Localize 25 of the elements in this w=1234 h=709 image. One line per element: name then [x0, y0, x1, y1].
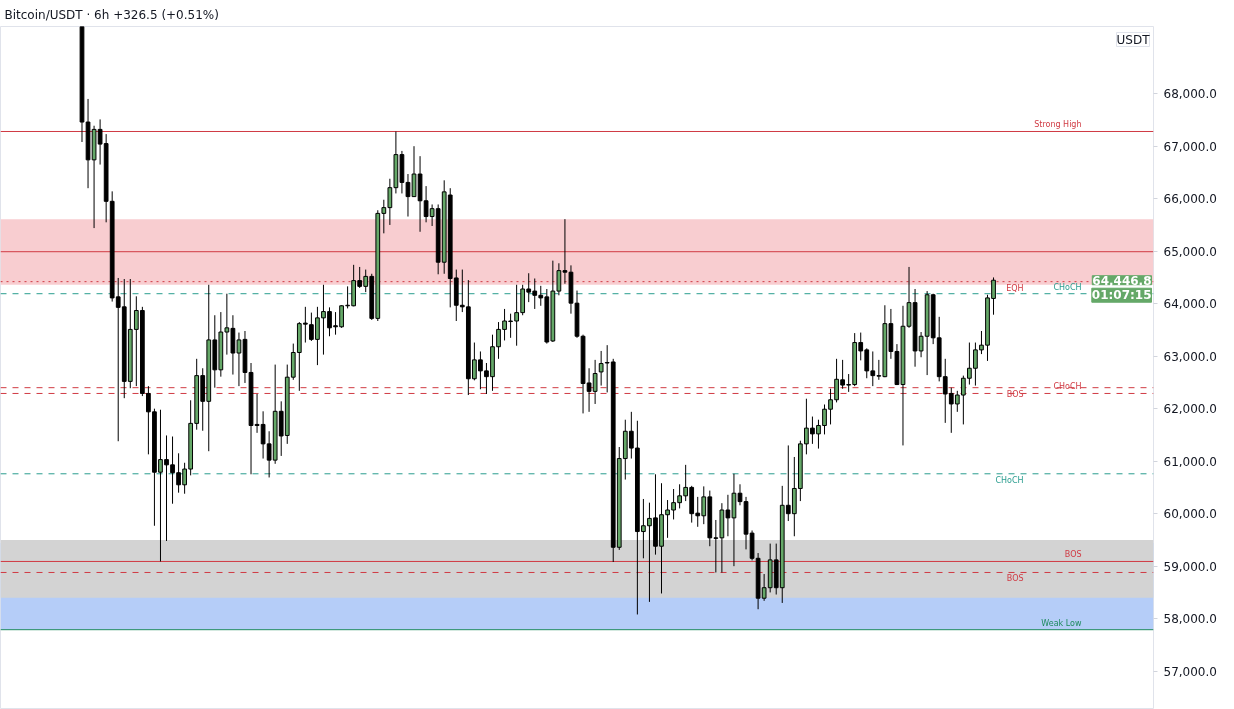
annotation: 64,446.8 — [1092, 273, 1152, 288]
y-tick-label: 59,000.0 — [1163, 559, 1217, 574]
y-tick-label: 58,000.0 — [1163, 612, 1217, 627]
y-tick-label: 65,000.0 — [1163, 244, 1217, 259]
ref-line-label: CHoCH — [995, 475, 1024, 485]
y-tick-label: 67,000.0 — [1163, 139, 1217, 154]
y-tick-label: 64,000.0 — [1163, 297, 1217, 312]
y-tick-label: 62,000.0 — [1163, 402, 1217, 417]
y-tick-label: 61,000.0 — [1163, 454, 1217, 469]
ref-line-label: CHoCH — [1053, 382, 1082, 392]
ref-line-label: EQH — [1006, 283, 1024, 293]
ref-line-label: BOS — [1006, 574, 1024, 584]
y-tick-label: 68,000.0 — [1163, 87, 1217, 102]
ref-line-label: Strong High — [1034, 120, 1082, 130]
annotation: 01:07:15 — [1091, 288, 1152, 303]
y-tick-label: 66,000.0 — [1163, 192, 1217, 207]
chart-title: Bitcoin/USDT · 6h +326.5 (+0.51%) — [4, 7, 219, 22]
y-tick-label: 60,000.0 — [1163, 507, 1217, 522]
y-axis-title: USDT — [1116, 32, 1151, 47]
ref-line-label: BOS — [1064, 550, 1082, 560]
ref-line-label: Weak Low — [1041, 618, 1082, 628]
y-tick-label: 63,000.0 — [1163, 349, 1217, 364]
y-tick-label: 57,000.0 — [1163, 664, 1217, 679]
ref-line-label: BOS — [1006, 389, 1024, 399]
ref-line-label: CHoCH — [1053, 282, 1082, 292]
